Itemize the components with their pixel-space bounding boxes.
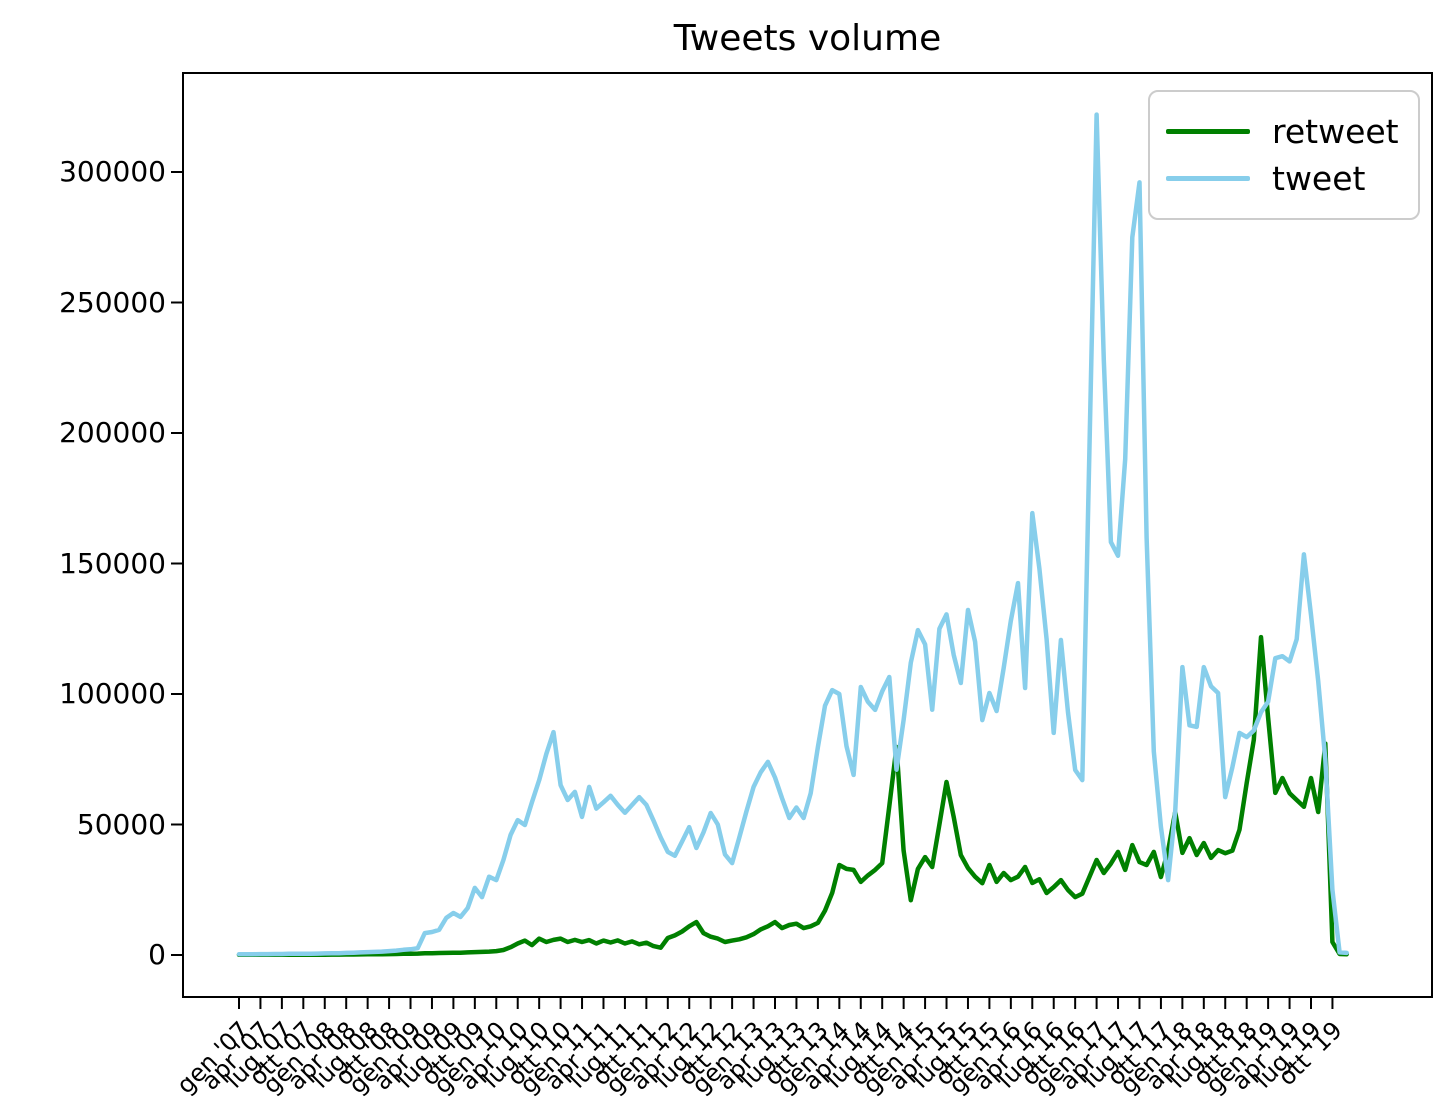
y-tick-label: 150000 xyxy=(59,546,166,580)
legend-label-tweet: tweet xyxy=(1272,159,1366,198)
legend-item-retweet: retweet xyxy=(1166,115,1402,148)
y-tick-label: 200000 xyxy=(59,416,166,449)
y-tick-label: 0 xyxy=(148,938,166,971)
chart-title: Tweets volume xyxy=(673,18,942,59)
retweet-line-swatch xyxy=(1166,129,1250,134)
legend: retweet tweet xyxy=(1148,90,1420,220)
y-tick-label: 100000 xyxy=(59,677,166,710)
tweet-line xyxy=(236,112,1349,957)
axes-box xyxy=(182,72,1433,998)
tweet-line-swatch xyxy=(1166,176,1250,181)
legend-item-tweet: tweet xyxy=(1166,162,1402,195)
y-tick-label: 50000 xyxy=(76,807,166,841)
y-tick-label: 300000 xyxy=(59,155,166,188)
legend-label-retweet: retweet xyxy=(1272,112,1399,151)
y-tick-label: 250000 xyxy=(59,285,166,319)
retweet-line xyxy=(236,634,1349,958)
